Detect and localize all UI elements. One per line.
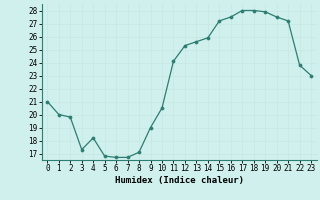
X-axis label: Humidex (Indice chaleur): Humidex (Indice chaleur) (115, 176, 244, 185)
